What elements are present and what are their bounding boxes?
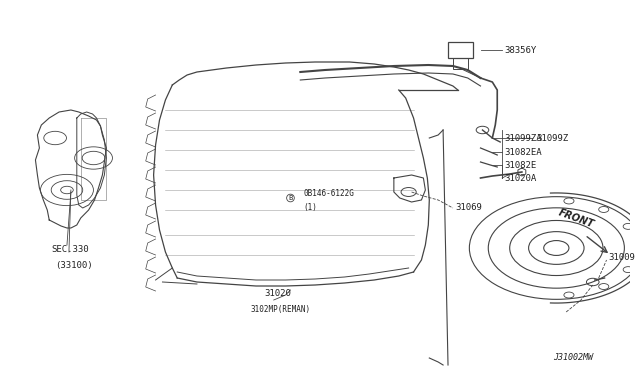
Text: 31020: 31020 xyxy=(264,289,291,298)
Text: 31082E: 31082E xyxy=(504,160,536,170)
Text: 31069: 31069 xyxy=(455,203,482,212)
Text: 31020A: 31020A xyxy=(504,173,536,183)
Text: 31082EA: 31082EA xyxy=(504,148,542,157)
Text: 0B146-6122G: 0B146-6122G xyxy=(303,189,354,198)
Text: 31099ZA: 31099ZA xyxy=(504,134,542,142)
Text: J31002MW: J31002MW xyxy=(554,353,593,362)
Text: SEC.330: SEC.330 xyxy=(51,245,89,254)
Text: FRONT: FRONT xyxy=(557,208,596,230)
Text: (1): (1) xyxy=(303,203,317,212)
Text: 38356Y: 38356Y xyxy=(504,45,536,55)
Text: B: B xyxy=(289,195,292,201)
Text: (33100): (33100) xyxy=(55,261,93,270)
Text: 31099Z: 31099Z xyxy=(536,134,569,142)
Text: 31009: 31009 xyxy=(609,253,636,262)
Text: 3102MP(REMAN): 3102MP(REMAN) xyxy=(250,305,310,314)
